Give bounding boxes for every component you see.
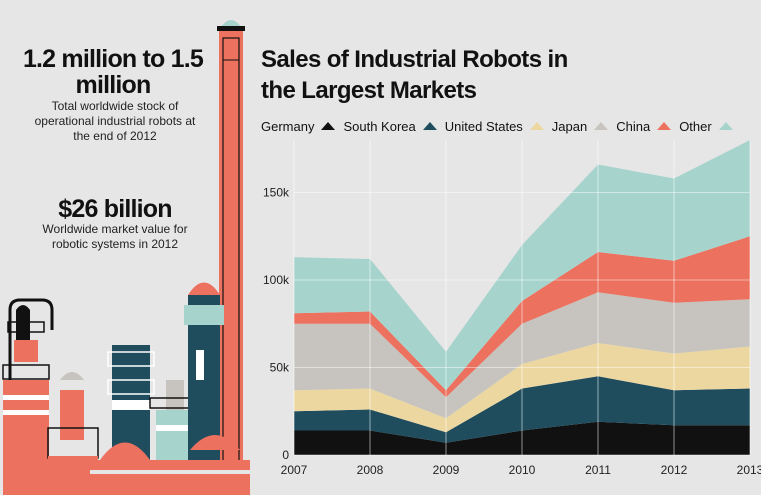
legend-item: United States [445, 119, 544, 134]
stat-market-value: $26 billion [58, 195, 172, 223]
y-tick-label: 150k [263, 186, 290, 200]
legend-item: China [616, 118, 672, 134]
legend-swatch [321, 122, 336, 130]
legend-item: South Korea [343, 118, 437, 134]
legend-item: Other [679, 119, 733, 134]
y-tick-label: 50k [270, 361, 290, 375]
legend-label: Japan [551, 118, 588, 134]
legend-label: Other [679, 118, 712, 134]
x-tick-label: 2011 [585, 463, 611, 477]
y-tick-label: 0 [282, 448, 289, 462]
legend-label: China [616, 118, 651, 134]
legend-swatch [718, 122, 733, 130]
chart-legend: Germany South Korea United States Japan Chin… [261, 118, 741, 134]
legend-label: Germany [261, 118, 315, 134]
x-tick-label: 2010 [509, 463, 536, 477]
x-tick-label: 2009 [433, 463, 460, 477]
stat-stock-description: Total worldwide stock of operational ind… [34, 99, 196, 143]
chart-title: Sales of Industrial Robots in the Larges… [261, 46, 568, 104]
legend-label: South Korea [343, 118, 416, 134]
legend-swatch [594, 122, 609, 130]
legend-item: Germany [261, 118, 336, 134]
stat-market-description: Worldwide market value for robotic syste… [42, 222, 188, 251]
legend-swatch [657, 122, 672, 130]
legend-swatch [422, 122, 437, 130]
x-tick-label: 2012 [661, 463, 688, 477]
legend-label: United States [444, 118, 523, 134]
x-tick-label: 2007 [281, 463, 308, 477]
x-tick-label: 2008 [357, 463, 384, 477]
legend-swatch [529, 122, 544, 130]
legend-item: Japan [551, 118, 609, 134]
y-tick-label: 100k [263, 273, 290, 287]
stat-stock-value: 1.2 million to 1.5 million [22, 45, 204, 99]
x-tick-label: 2013 [737, 463, 761, 477]
